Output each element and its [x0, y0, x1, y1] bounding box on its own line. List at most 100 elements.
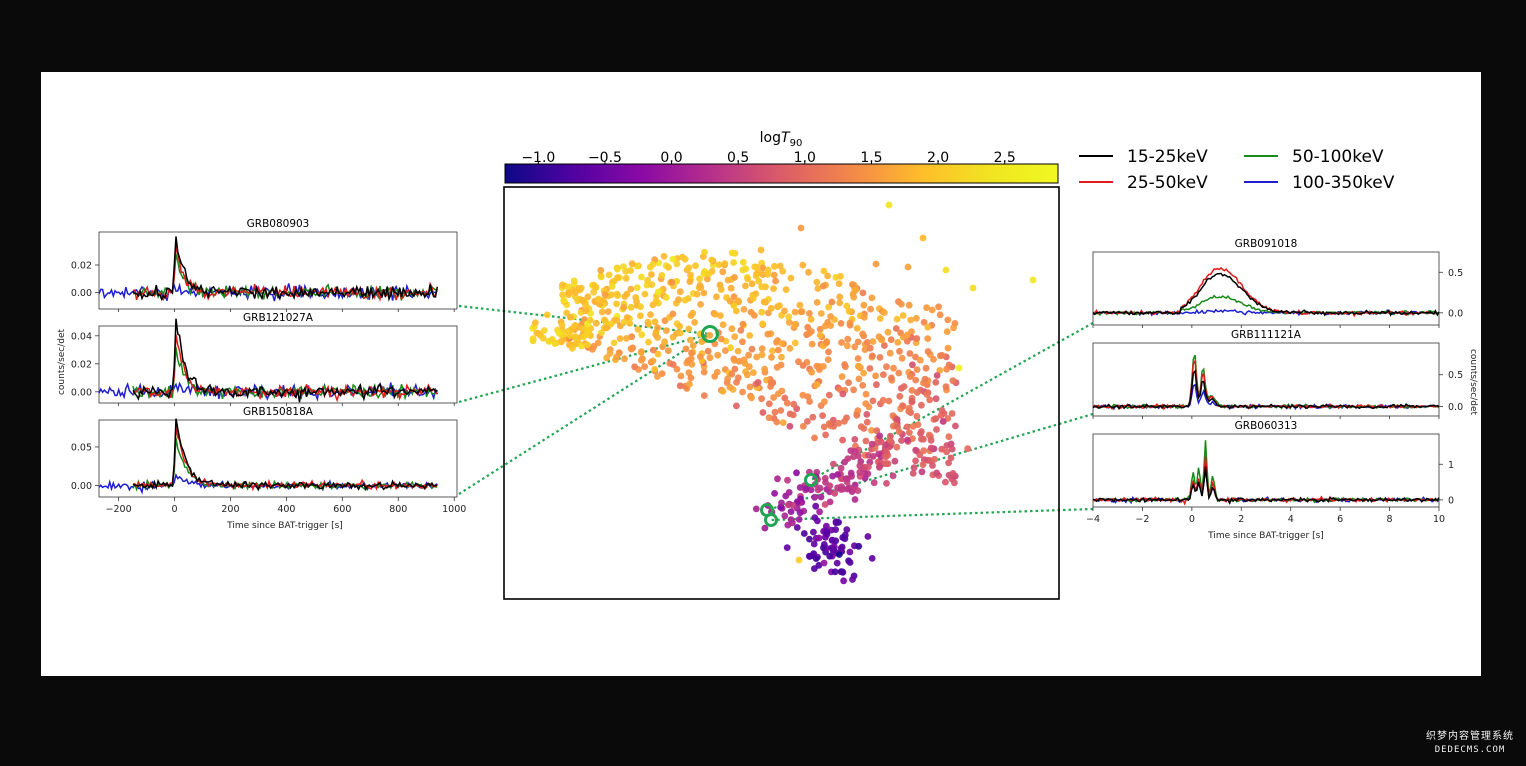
scatter-point: [654, 288, 662, 296]
scatter-point: [644, 318, 652, 326]
scatter-point: [854, 338, 862, 346]
lightcurve-panel: GRB150818A 0.00 0.05 −200 0 200 400 600 800 1000: [71, 406, 466, 515]
scatter-point: [879, 396, 887, 404]
scatter-point: [759, 409, 767, 416]
scatter-point: [804, 418, 811, 425]
scatter-point: [825, 420, 833, 427]
short-grb-lightcurves: GRB091018 0.0 0.5 GRB111121A 0.0 0.5 GRB060313…: [1086, 238, 1463, 525]
scatter-point: [932, 415, 940, 423]
scatter-point: [731, 357, 738, 364]
scatter-point: [726, 383, 734, 391]
scatter-point: [775, 346, 782, 354]
scatter-point: [824, 356, 832, 363]
scatter-point: [532, 319, 539, 326]
scatter-point: [945, 459, 952, 467]
scatter-point: [823, 338, 831, 346]
scatter-point: [769, 347, 776, 355]
scatter-point: [745, 351, 752, 359]
scatter-point: [856, 462, 864, 470]
scatter-point: [839, 534, 847, 541]
x-tick-label: 8: [1387, 514, 1393, 525]
x-tick-label: −4: [1086, 514, 1100, 525]
scatter-point: [817, 493, 825, 501]
scatter-point: [813, 278, 821, 286]
scatter-point: [949, 377, 957, 385]
scatter-point: [637, 303, 644, 311]
scatter-point: [603, 324, 610, 332]
scatter-point: [770, 271, 778, 279]
scatter-point: [779, 419, 787, 426]
scatter-point: [892, 325, 900, 332]
scatter-point: [839, 390, 847, 398]
scatter-point: [872, 372, 879, 380]
scatter-point: [669, 361, 677, 368]
scatter-point: [873, 381, 880, 389]
scatter-point: [913, 314, 920, 322]
scatter-point: [787, 508, 795, 515]
scatter-point: [727, 344, 734, 352]
scatter-point: [688, 349, 695, 357]
scatter-point: [781, 394, 789, 402]
scatter-point: [868, 555, 876, 562]
scatter-point: [846, 548, 854, 556]
scatter-point: [570, 277, 578, 285]
scatter-point: [739, 338, 746, 346]
scatter-point: [616, 335, 624, 342]
scatter-point: [918, 428, 925, 435]
scatter-point: [605, 271, 613, 279]
scatter-point: [791, 308, 799, 316]
scatter-point: [913, 366, 921, 373]
connector-line: [770, 507, 1094, 522]
scatter-point: [908, 397, 916, 405]
scatter-point: [896, 347, 903, 355]
scatter-point: [754, 379, 762, 386]
scatter-point: [765, 400, 773, 408]
y-tick-label: 0.5: [1448, 370, 1463, 381]
scatter-point: [731, 274, 738, 281]
scatter-point: [713, 293, 720, 301]
scatter-point: [944, 316, 952, 324]
scatter-point: [806, 535, 813, 543]
scatter-point: [613, 290, 621, 298]
scatter-point: [948, 445, 956, 453]
scatter-point: [924, 348, 932, 355]
lightcurve-band: [1092, 369, 1440, 411]
scatter-point: [910, 464, 918, 472]
scatter-point: [826, 498, 834, 506]
scatter-point: [822, 533, 829, 541]
left-x-axis-label: Time since BAT-trigger [s]: [226, 521, 343, 531]
scatter-point: [905, 301, 913, 309]
scatter-point: [560, 296, 568, 304]
scatter-highlights: [701, 325, 818, 527]
scatter-point: [845, 379, 852, 386]
scatter-point: [923, 304, 930, 311]
scatter-point: [860, 369, 867, 377]
scatter-point: [759, 264, 767, 272]
scatter-point: [620, 263, 627, 270]
scatter-point: [628, 333, 636, 341]
scatter-point: [649, 301, 657, 309]
scatter-point: [673, 365, 681, 373]
x-tick-label: −2: [1135, 514, 1149, 525]
scatter-point: [838, 339, 845, 346]
scatter-point: [660, 252, 668, 260]
scatter-point: [786, 422, 794, 430]
scatter-point: [733, 402, 740, 410]
scatter-point: [851, 436, 859, 443]
scatter-point: [704, 347, 712, 355]
scatter-point: [853, 412, 861, 419]
scatter-point: [682, 345, 690, 353]
scatter-point: [767, 304, 775, 312]
scatter-point: [608, 283, 616, 290]
scatter-point: [601, 316, 608, 324]
scatter-point: [924, 335, 932, 342]
scatter-point: [859, 382, 867, 389]
scatter-point: [893, 443, 901, 451]
scatter-point: [604, 308, 612, 315]
scatter-point: [676, 288, 684, 296]
scatter-point: [860, 425, 868, 432]
scatter-point: [942, 266, 950, 274]
scatter-point: [613, 353, 621, 361]
scatter-point: [895, 428, 903, 435]
scatter-point: [579, 296, 587, 304]
